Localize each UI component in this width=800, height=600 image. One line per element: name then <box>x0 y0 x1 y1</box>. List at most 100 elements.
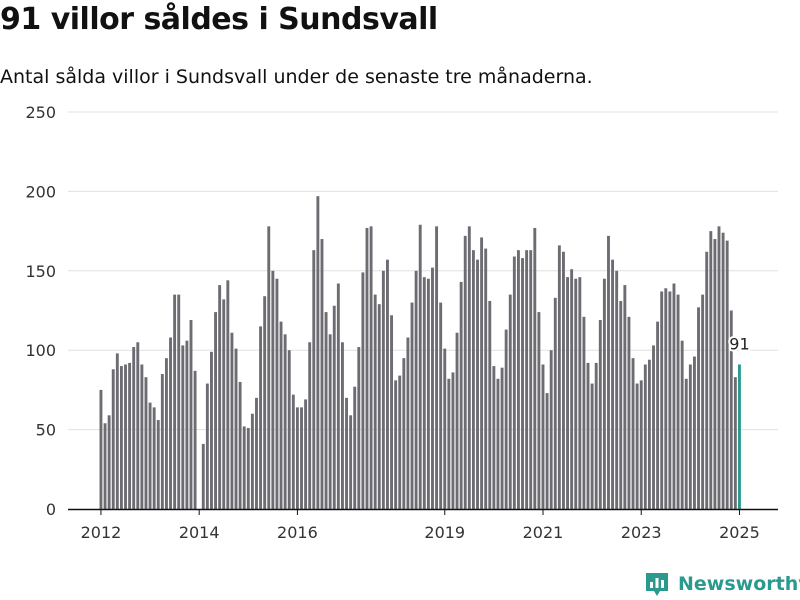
bar <box>279 321 283 509</box>
bar <box>553 297 557 509</box>
bar-highlight <box>738 364 741 509</box>
bar <box>525 250 529 509</box>
bar <box>312 250 316 509</box>
bar <box>422 277 426 509</box>
bar <box>177 294 181 509</box>
bar <box>488 300 492 509</box>
bar <box>107 415 111 509</box>
bar <box>205 383 209 509</box>
bar <box>226 280 230 509</box>
bar <box>709 231 713 509</box>
bar <box>484 248 488 509</box>
bar <box>443 348 447 509</box>
bar <box>394 380 398 509</box>
bar <box>259 326 263 509</box>
bar <box>623 285 627 509</box>
bar <box>128 362 132 509</box>
bar <box>574 278 578 509</box>
bar <box>263 296 267 509</box>
bar <box>156 420 160 509</box>
bar <box>275 278 279 509</box>
bar <box>594 362 598 509</box>
bar <box>373 294 377 509</box>
bar <box>692 356 696 509</box>
bar <box>238 381 242 509</box>
bar <box>308 342 312 509</box>
bar <box>291 394 295 509</box>
bar <box>705 251 709 509</box>
bar <box>324 312 328 509</box>
bar <box>99 389 103 509</box>
bar <box>267 226 271 509</box>
bar <box>627 316 631 509</box>
bar <box>615 270 619 509</box>
bar <box>381 270 385 509</box>
bar <box>336 283 340 509</box>
bar <box>439 302 443 509</box>
bar <box>160 374 164 509</box>
bar <box>664 288 668 509</box>
bar <box>570 269 574 509</box>
bar <box>369 226 373 509</box>
bar <box>717 226 721 509</box>
bar <box>537 312 541 509</box>
x-tick-label: 2021 <box>523 523 564 542</box>
bar <box>365 227 369 509</box>
chart-title: 91 villor såldes i Sundsvall <box>0 2 438 37</box>
bar <box>688 364 692 509</box>
bar <box>386 259 389 509</box>
bar <box>410 302 414 509</box>
bar <box>549 350 553 509</box>
bar <box>697 307 700 509</box>
bar <box>455 332 459 509</box>
bar <box>300 407 303 509</box>
chart-subtitle: Antal sålda villor i Sundsvall under de … <box>0 66 593 88</box>
bar <box>418 224 422 510</box>
bar <box>684 378 688 509</box>
bar <box>611 259 615 509</box>
bar <box>459 281 463 509</box>
bar <box>210 351 213 509</box>
bar <box>545 393 549 509</box>
bar <box>181 345 185 509</box>
bar <box>230 332 234 509</box>
bar <box>676 294 680 509</box>
brand-logo: Newsworthy <box>644 568 800 600</box>
data-label-latest: 91 <box>729 334 749 353</box>
bar <box>656 321 660 509</box>
y-tick-label: 250 <box>25 103 56 122</box>
x-tick-label: 2019 <box>424 523 465 542</box>
bar <box>725 240 729 510</box>
bar <box>124 364 127 509</box>
bar <box>361 272 365 509</box>
bar <box>647 359 651 509</box>
bar <box>586 362 590 509</box>
bar <box>222 299 226 509</box>
x-tick-label: 2016 <box>277 523 318 542</box>
bar <box>496 378 500 509</box>
bar <box>332 305 336 509</box>
bar <box>193 370 197 509</box>
bar <box>582 316 586 509</box>
bar <box>255 397 258 509</box>
bar <box>512 256 516 509</box>
bar <box>431 267 434 509</box>
y-tick-label: 50 <box>36 421 56 440</box>
bar <box>643 364 647 509</box>
bar <box>283 334 287 509</box>
bar <box>115 353 119 509</box>
bar <box>144 377 148 509</box>
bar <box>463 235 467 509</box>
x-tick-label: 2012 <box>81 523 122 542</box>
bar <box>103 423 107 509</box>
bar <box>345 397 348 509</box>
bar <box>173 294 177 509</box>
bar <box>557 245 561 509</box>
bar <box>398 375 402 509</box>
bar <box>328 334 332 509</box>
bar <box>590 383 594 509</box>
bar <box>598 320 602 509</box>
y-tick-label: 0 <box>46 500 56 519</box>
x-tick-label: 2014 <box>179 523 220 542</box>
bar <box>516 250 520 509</box>
